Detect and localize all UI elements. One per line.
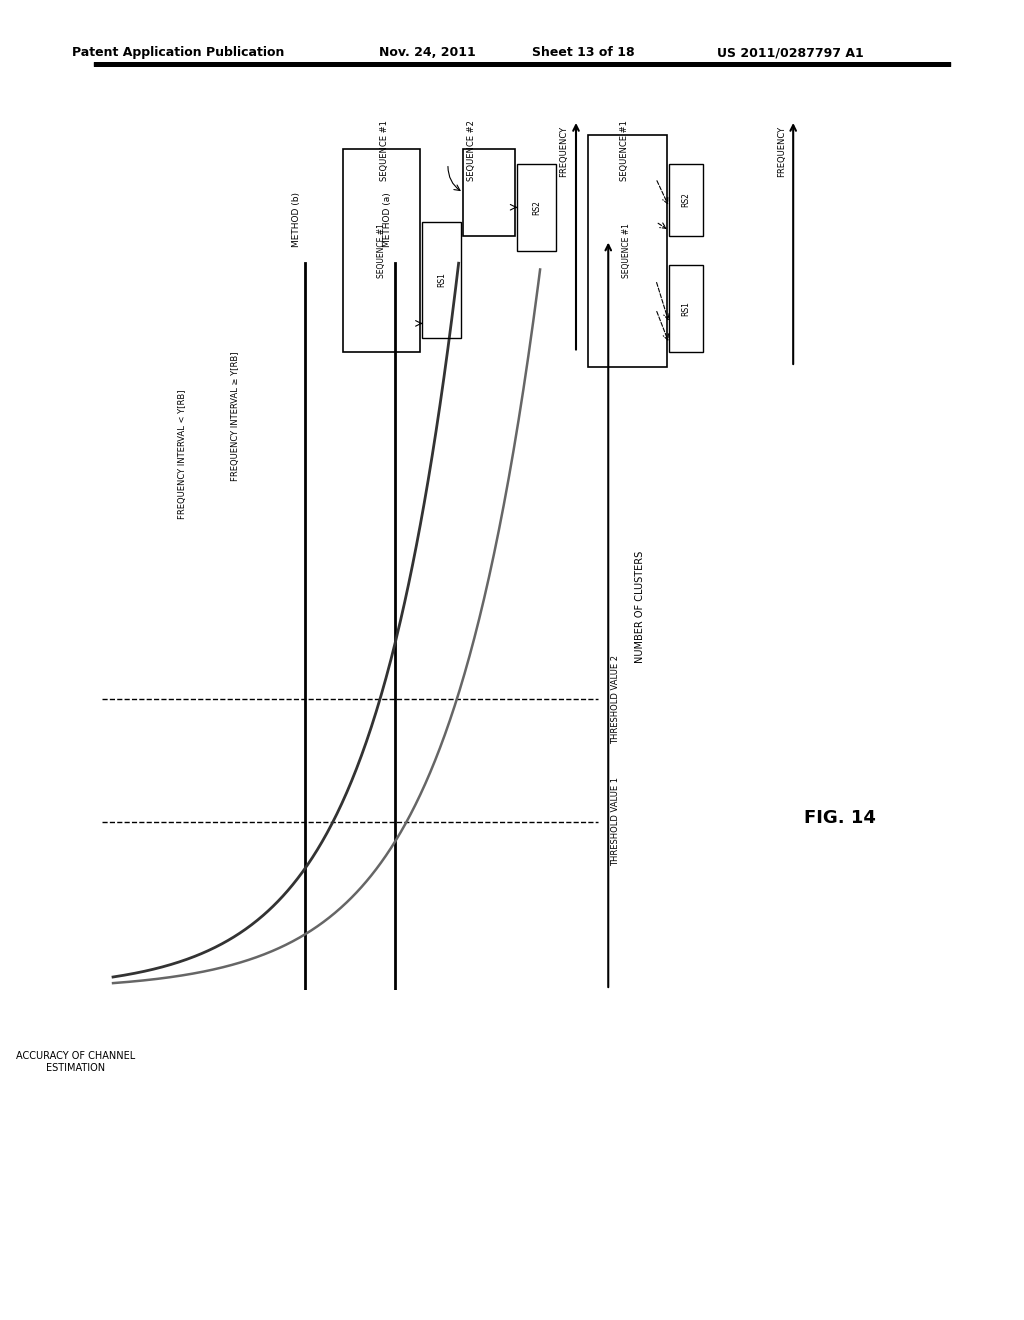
Text: RS1: RS1	[682, 301, 690, 317]
Text: SEQUENCE #1: SEQUENCE #1	[380, 120, 388, 181]
Text: METHOD (a): METHOD (a)	[383, 193, 392, 247]
Text: SEQUENCE #1: SEQUENCE #1	[622, 223, 631, 279]
Bar	[343, 149, 420, 352]
Text: THRESHOLD VALUE 1: THRESHOLD VALUE 1	[611, 777, 620, 866]
Text: FREQUENCY INTERVAL ≥ Y[RB]: FREQUENCY INTERVAL ≥ Y[RB]	[231, 351, 240, 480]
Text: ACCURACY OF CHANNEL
ESTIMATION: ACCURACY OF CHANNEL ESTIMATION	[16, 1051, 135, 1073]
Text: SEQUENCE #1: SEQUENCE #1	[377, 223, 386, 279]
Text: FREQUENCY: FREQUENCY	[777, 125, 786, 177]
Text: SEQUENCE #1: SEQUENCE #1	[620, 120, 629, 181]
Bar	[588, 135, 667, 367]
Text: Patent Application Publication: Patent Application Publication	[72, 46, 284, 59]
Bar	[464, 149, 515, 236]
Text: FREQUENCY: FREQUENCY	[559, 125, 568, 177]
Bar	[670, 164, 703, 236]
Text: Sheet 13 of 18: Sheet 13 of 18	[532, 46, 635, 59]
Bar	[670, 265, 703, 352]
Text: FIG. 14: FIG. 14	[804, 809, 876, 828]
Text: RS2: RS2	[531, 199, 541, 215]
Text: RS1: RS1	[437, 272, 446, 288]
Text: RS2: RS2	[682, 193, 690, 207]
Text: Nov. 24, 2011: Nov. 24, 2011	[379, 46, 475, 59]
Text: FREQUENCY INTERVAL < Y[RB]: FREQUENCY INTERVAL < Y[RB]	[178, 389, 186, 519]
Bar	[517, 164, 556, 251]
Text: NUMBER OF CLUSTERS: NUMBER OF CLUSTERS	[635, 550, 645, 664]
Text: US 2011/0287797 A1: US 2011/0287797 A1	[717, 46, 863, 59]
Bar	[423, 222, 461, 338]
Text: THRESHOLD VALUE 2: THRESHOLD VALUE 2	[611, 655, 620, 743]
Text: SEQUENCE #2: SEQUENCE #2	[467, 120, 475, 181]
Text: METHOD (b): METHOD (b)	[292, 193, 301, 247]
